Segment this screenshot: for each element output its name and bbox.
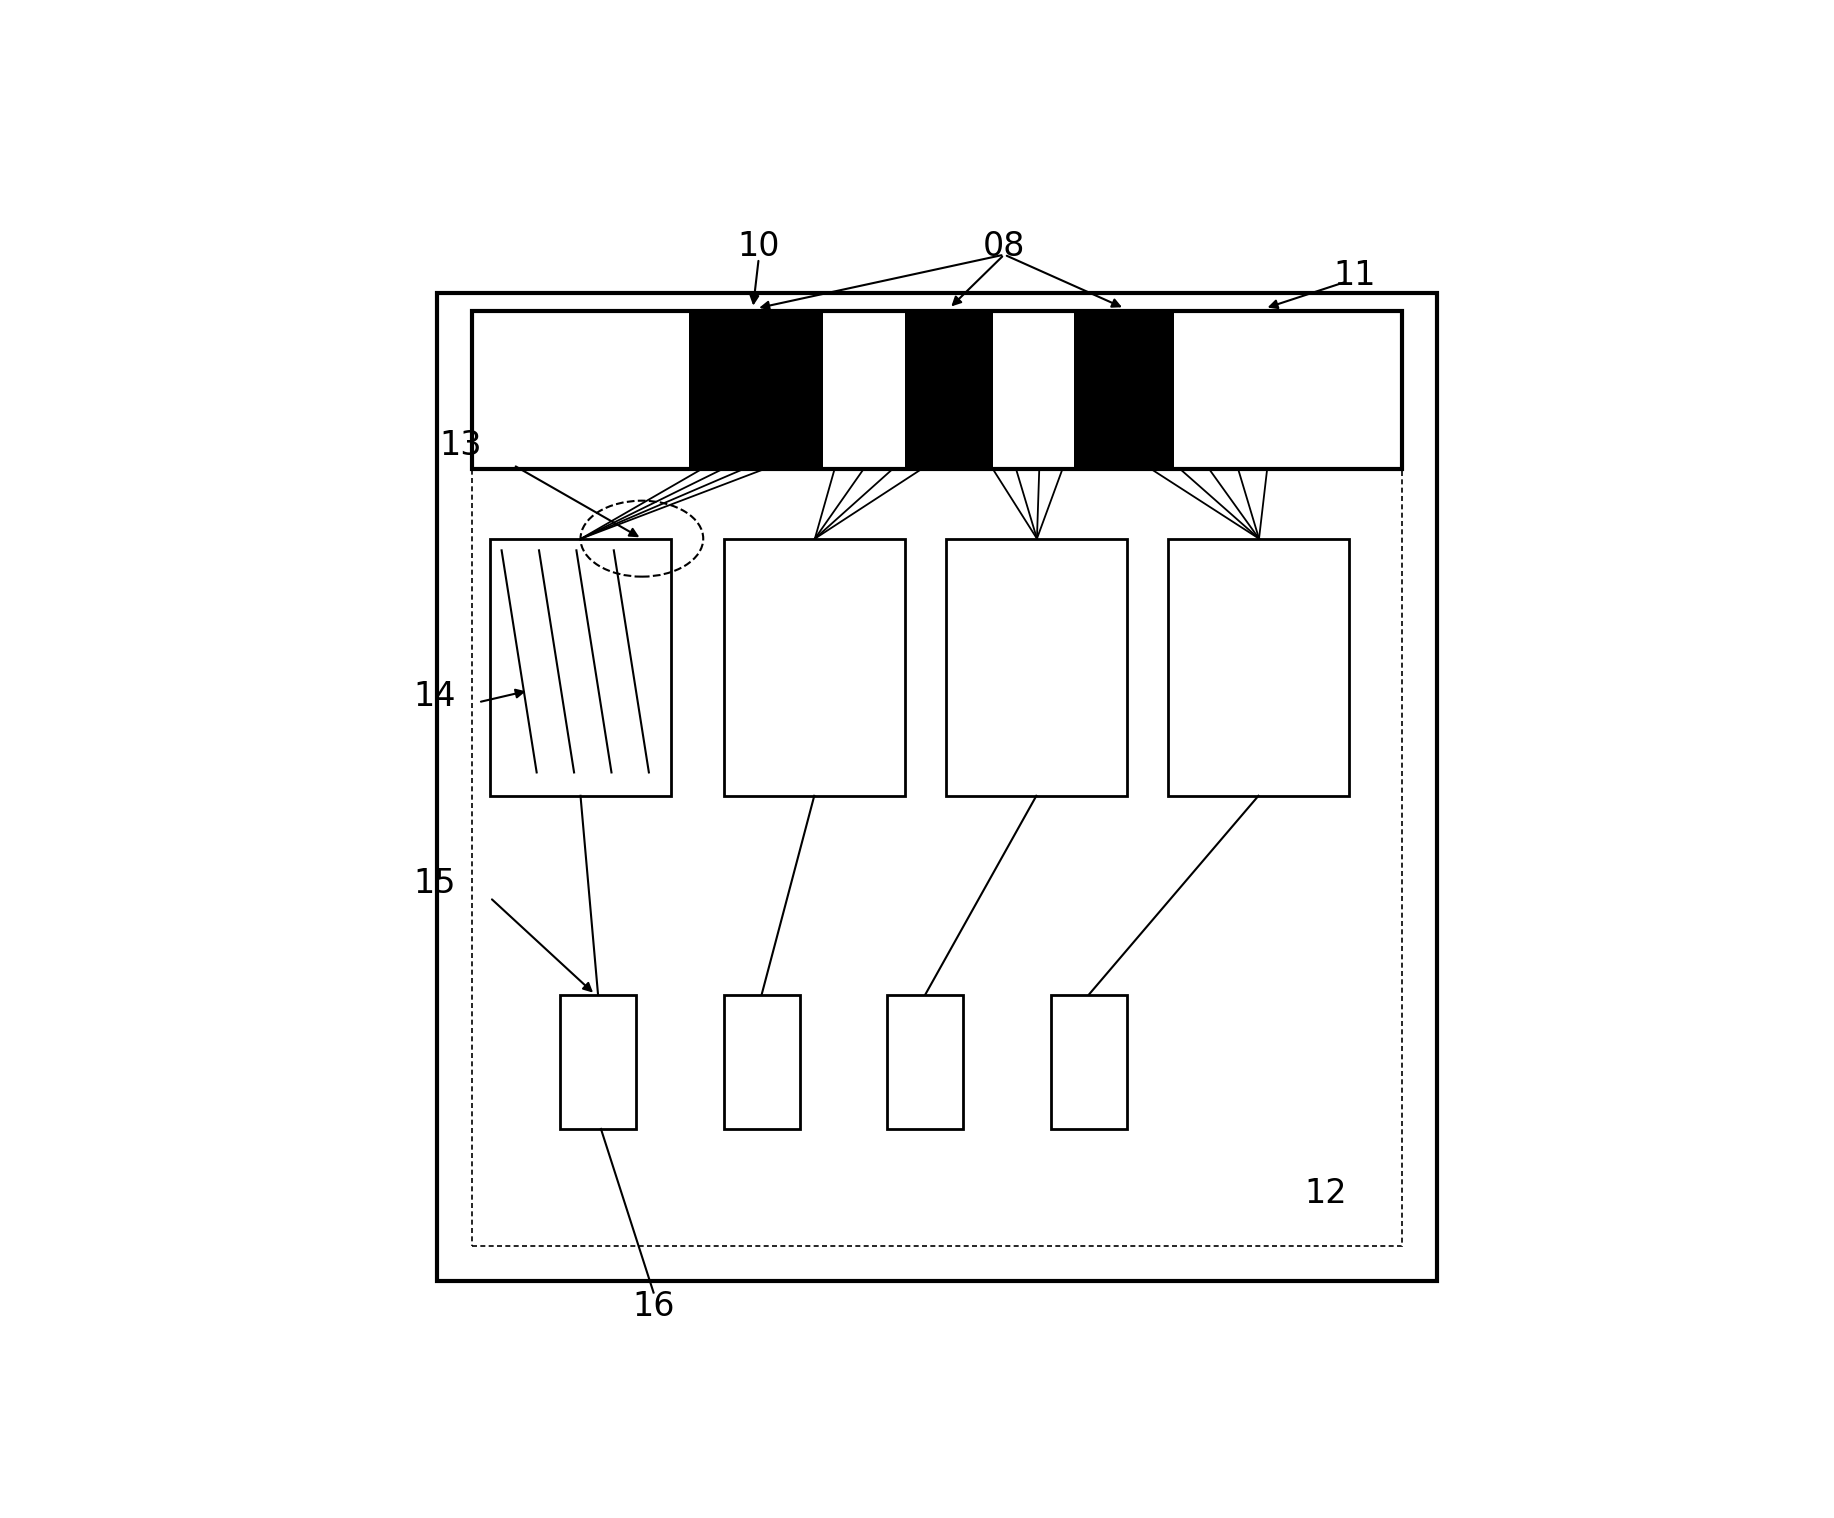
Bar — [688, 311, 823, 469]
Text: 12: 12 — [1304, 1176, 1346, 1210]
Bar — [490, 539, 671, 795]
Bar — [904, 311, 992, 469]
Bar — [1051, 994, 1126, 1129]
Text: 16: 16 — [633, 1290, 675, 1324]
Text: 14: 14 — [414, 680, 457, 713]
Bar — [946, 539, 1126, 795]
Bar — [1168, 539, 1350, 795]
Bar — [473, 311, 1401, 469]
Text: 11: 11 — [1333, 260, 1376, 291]
Bar — [1075, 311, 1174, 469]
Bar — [473, 317, 1401, 1246]
Bar — [888, 994, 963, 1129]
Bar — [436, 293, 1436, 1281]
Text: 08: 08 — [983, 229, 1025, 263]
Bar — [724, 539, 904, 795]
Bar — [724, 994, 800, 1129]
Text: 15: 15 — [414, 867, 457, 900]
Text: 13: 13 — [440, 428, 482, 461]
Text: 10: 10 — [737, 229, 779, 263]
Bar — [559, 994, 636, 1129]
